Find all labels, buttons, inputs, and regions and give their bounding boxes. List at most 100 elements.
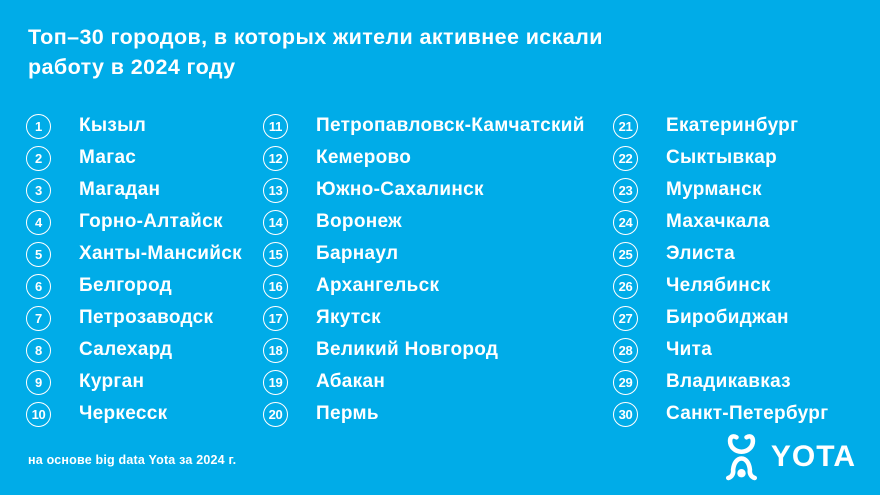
city-label: Биробиджан — [666, 307, 789, 328]
yota-logo: YOTA — [721, 430, 856, 483]
list-item: 6 Белгород — [26, 270, 261, 302]
list-item: 12 Кемерово — [263, 142, 608, 174]
rank-badge: 17 — [263, 305, 288, 331]
city-label: Владикавказ — [666, 371, 791, 392]
source-note: на основе big data Yota за 2024 г. — [28, 453, 237, 467]
city-label: Горно-Алтайск — [79, 211, 223, 232]
rank-badge: 24 — [613, 209, 638, 235]
rank-badge: 1 — [26, 113, 51, 139]
list-item: 9 Курган — [26, 366, 261, 398]
list-item: 23 Мурманск — [613, 174, 873, 206]
list-item: 24 Махачкала — [613, 206, 873, 238]
city-label: Черкесск — [79, 403, 168, 424]
list-item: 16 Архангельск — [263, 270, 608, 302]
list-item: 4 Горно-Алтайск — [26, 206, 261, 238]
rank-column-1: 1 Кызыл 2 Магас 3 Магадан 4 Горно-Алтайск 5 Ханты… — [26, 110, 261, 430]
rank-badge: 25 — [613, 241, 638, 267]
rank-badge: 30 — [613, 401, 638, 427]
city-label: Мурманск — [666, 179, 762, 200]
rank-badge: 8 — [26, 337, 51, 363]
rank-column-3: 21 Екатеринбург 22 Сыктывкар 23 Мурманск 24 Мах… — [613, 110, 873, 430]
yota-figure-icon — [725, 434, 757, 481]
city-label: Абакан — [316, 371, 386, 392]
rank-badge: 11 — [263, 113, 288, 139]
city-label: Петрозаводск — [79, 307, 214, 328]
city-label: Архангельск — [316, 275, 440, 296]
rank-badge: 9 — [26, 369, 51, 395]
list-item: 19 Абакан — [263, 366, 608, 398]
rank-badge: 18 — [263, 337, 288, 363]
city-label: Сыктывкар — [666, 147, 778, 168]
city-label: Элиста — [666, 243, 736, 264]
rank-badge: 27 — [613, 305, 638, 331]
city-label: Белгород — [79, 275, 172, 296]
rank-badge: 5 — [26, 241, 51, 267]
list-item: 1 Кызыл — [26, 110, 261, 142]
rank-badge: 19 — [263, 369, 288, 395]
list-item: 15 Барнаул — [263, 238, 608, 270]
city-label: Якутск — [316, 307, 381, 328]
rank-badge: 10 — [26, 401, 51, 427]
list-item: 3 Магадан — [26, 174, 261, 206]
city-label: Магас — [79, 147, 137, 168]
list-item: 17 Якутск — [263, 302, 608, 334]
city-label: Чита — [666, 339, 713, 360]
rank-badge: 3 — [26, 177, 51, 203]
rank-badge: 6 — [26, 273, 51, 299]
city-label: Кемерово — [316, 147, 412, 168]
city-label: Воронеж — [316, 211, 402, 232]
city-label: Ханты-Мансийск — [79, 243, 242, 264]
list-item: 8 Салехард — [26, 334, 261, 366]
city-label: Махачкала — [666, 211, 770, 232]
city-label: Великий Новгород — [316, 339, 499, 360]
list-item: 21 Екатеринбург — [613, 110, 873, 142]
city-label: Кызыл — [79, 115, 147, 136]
city-label: Барнаул — [316, 243, 399, 264]
list-item: 13 Южно-Сахалинск — [263, 174, 608, 206]
list-item: 22 Сыктывкар — [613, 142, 873, 174]
list-item: 27 Биробиджан — [613, 302, 873, 334]
rank-badge: 29 — [613, 369, 638, 395]
rank-badge: 23 — [613, 177, 638, 203]
yota-wordmark: YOTA — [770, 440, 856, 473]
list-item: 18 Великий Новгород — [263, 334, 608, 366]
page-title: Топ–30 городов, в которых жители активне… — [28, 22, 603, 82]
city-label: Екатеринбург — [666, 115, 799, 136]
rank-badge: 16 — [263, 273, 288, 299]
city-label: Пермь — [316, 403, 379, 424]
list-item: 28 Чита — [613, 334, 873, 366]
list-item: 26 Челябинск — [613, 270, 873, 302]
rank-badge: 15 — [263, 241, 288, 267]
rank-badge: 26 — [613, 273, 638, 299]
list-item: 10 Черкесск — [26, 398, 261, 430]
page-title-line-1: Топ–30 городов, в которых жители активне… — [28, 25, 603, 49]
list-item: 11 Петропавловск-Камчатский — [263, 110, 608, 142]
list-item: 25 Элиста — [613, 238, 873, 270]
city-label: Южно-Сахалинск — [316, 179, 484, 200]
page-title-line-2: работу в 2024 году — [28, 55, 236, 79]
list-item: 30 Санкт-Петербург — [613, 398, 873, 430]
rank-badge: 13 — [263, 177, 288, 203]
list-item: 5 Ханты-Мансийск — [26, 238, 261, 270]
city-label: Курган — [79, 371, 145, 392]
rank-badge: 21 — [613, 113, 638, 139]
city-label: Салехард — [79, 339, 173, 360]
list-item: 2 Магас — [26, 142, 261, 174]
city-label: Петропавловск-Камчатский — [316, 115, 585, 136]
rank-badge: 4 — [26, 209, 51, 235]
rank-badge: 20 — [263, 401, 288, 427]
rank-badge: 28 — [613, 337, 638, 363]
rank-badge: 22 — [613, 145, 638, 171]
rank-badge: 14 — [263, 209, 288, 235]
rank-badge: 7 — [26, 305, 51, 331]
list-item: 7 Петрозаводск — [26, 302, 261, 334]
list-item: 14 Воронеж — [263, 206, 608, 238]
city-label: Челябинск — [666, 275, 771, 296]
rank-badge: 2 — [26, 145, 51, 171]
list-item: 20 Пермь — [263, 398, 608, 430]
list-item: 29 Владикавказ — [613, 366, 873, 398]
city-label: Магадан — [79, 179, 161, 200]
rank-badge: 12 — [263, 145, 288, 171]
city-label: Санкт-Петербург — [666, 403, 829, 424]
